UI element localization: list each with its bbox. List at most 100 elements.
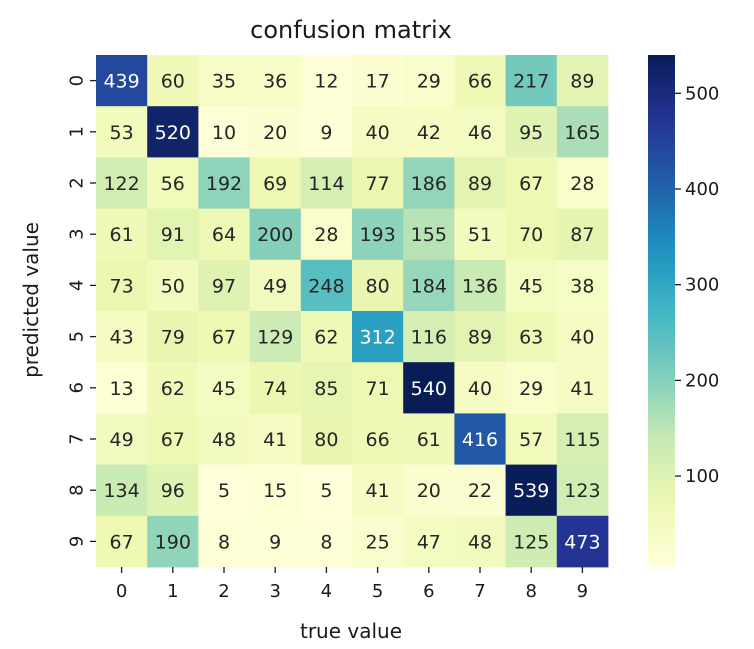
cell-value-label: 8 (218, 531, 230, 553)
y-tick-label: 6 (67, 382, 88, 393)
heatmap-cell (454, 208, 506, 261)
cell-value-label: 13 (110, 378, 134, 400)
heatmap-cell (300, 515, 353, 568)
heatmap-cell (403, 259, 455, 312)
cell-value-label: 192 (206, 173, 242, 195)
cell-value-label: 67 (519, 173, 543, 195)
cell-value-label: 63 (519, 327, 543, 349)
cell-value-label: 42 (417, 122, 441, 144)
cell-value-label: 80 (366, 275, 390, 297)
cell-value-label: 28 (314, 224, 338, 246)
heatmap-cell (505, 413, 558, 465)
heatmap-cell (198, 259, 250, 312)
heatmap-cell (300, 413, 353, 465)
cell-value-label: 122 (103, 173, 139, 195)
heatmap-cell (198, 464, 250, 517)
heatmap-cell (198, 106, 250, 158)
cell-value-label: 46 (468, 122, 492, 144)
heatmap-cell (556, 311, 609, 363)
cell-value-label: 416 (462, 429, 498, 451)
cell-value-label: 10 (212, 122, 236, 144)
heatmap-cell (147, 55, 199, 107)
heatmap-cell (300, 208, 353, 261)
heatmap-cell (454, 464, 506, 517)
cell-value-label: 45 (212, 378, 236, 400)
cell-value-label: 40 (570, 327, 594, 349)
heatmap-cell (403, 311, 455, 363)
heatmap-cell (96, 515, 148, 568)
heatmap-cell (403, 515, 455, 568)
x-tick-label: 0 (116, 581, 127, 602)
cell-value-label: 41 (366, 480, 390, 502)
heatmap-cell (300, 362, 353, 414)
x-tick-label: 8 (525, 581, 536, 602)
chart-title: confusion matrix (250, 16, 452, 44)
cell-value-label: 186 (411, 173, 447, 195)
heatmap-cell (249, 55, 302, 107)
heatmap-cell (249, 208, 302, 261)
cell-value-label: 439 (103, 71, 139, 93)
x-tick-label: 5 (372, 581, 383, 602)
cell-value-label: 62 (314, 327, 338, 349)
heatmap-cell (198, 55, 250, 107)
heatmap-cell (505, 464, 558, 517)
x-tick-label: 3 (269, 581, 280, 602)
colorbar-tick-label: 300 (685, 275, 719, 296)
colorbar-tick-label: 100 (685, 466, 719, 487)
cell-value-label: 35 (212, 71, 236, 93)
x-tick-label: 1 (167, 581, 178, 602)
cell-value-label: 190 (155, 531, 191, 553)
heatmap-cell (454, 515, 506, 568)
cell-value-label: 200 (257, 224, 293, 246)
heatmap-cell (147, 413, 199, 465)
heatmap-cell (454, 259, 506, 312)
cell-value-label: 539 (513, 480, 549, 502)
cell-value-label: 64 (212, 224, 236, 246)
heatmap-cell (249, 259, 302, 312)
y-tick-label: 7 (67, 433, 88, 444)
cell-value-label: 217 (513, 71, 549, 93)
heatmap-cell (505, 208, 558, 261)
heatmap-cell (147, 259, 199, 312)
heatmap-cell (96, 157, 148, 209)
cell-value-label: 20 (417, 480, 441, 502)
heatmap-cell (96, 55, 148, 107)
heatmap-cell (198, 157, 250, 209)
heatmap-cell (352, 208, 404, 261)
heatmap-cell (352, 311, 404, 363)
cell-value-label: 125 (513, 531, 549, 553)
heatmap-cell (249, 106, 302, 158)
cell-value-label: 49 (110, 429, 134, 451)
cell-value-label: 248 (308, 275, 344, 297)
colorbar-tick-label: 200 (685, 370, 719, 391)
cell-value-label: 38 (570, 275, 594, 297)
heatmap-cell (96, 362, 148, 414)
y-tick-label: 1 (67, 126, 88, 137)
heatmap-cell (403, 208, 455, 261)
heatmap-cell (403, 157, 455, 209)
cell-value-label: 41 (570, 378, 594, 400)
cell-value-label: 312 (359, 327, 395, 349)
heatmap-cell (96, 464, 148, 517)
heatmap-cell (96, 311, 148, 363)
y-tick-label: 3 (67, 228, 88, 239)
cell-value-label: 53 (110, 122, 134, 144)
cell-value-label: 9 (320, 122, 332, 144)
heatmap-cell (505, 157, 558, 209)
colorbar-axis: 100 200 300 400 500 (675, 83, 719, 487)
cell-value-label: 66 (468, 71, 492, 93)
heatmap-cell (352, 362, 404, 414)
cell-value-label: 67 (110, 531, 134, 553)
x-tick-label: 7 (474, 581, 485, 602)
heatmap-cell (352, 157, 404, 209)
cell-value-label: 62 (161, 378, 185, 400)
heatmap-cell (96, 208, 148, 261)
x-tick-label: 4 (321, 581, 332, 602)
heatmap-cell (403, 106, 455, 158)
cell-value-label: 60 (161, 71, 185, 93)
heatmap-cell (96, 106, 148, 158)
heatmap-cell (147, 515, 199, 568)
cell-value-label: 473 (564, 531, 600, 553)
heatmap-cell (454, 157, 506, 209)
heatmap-cell (198, 362, 250, 414)
